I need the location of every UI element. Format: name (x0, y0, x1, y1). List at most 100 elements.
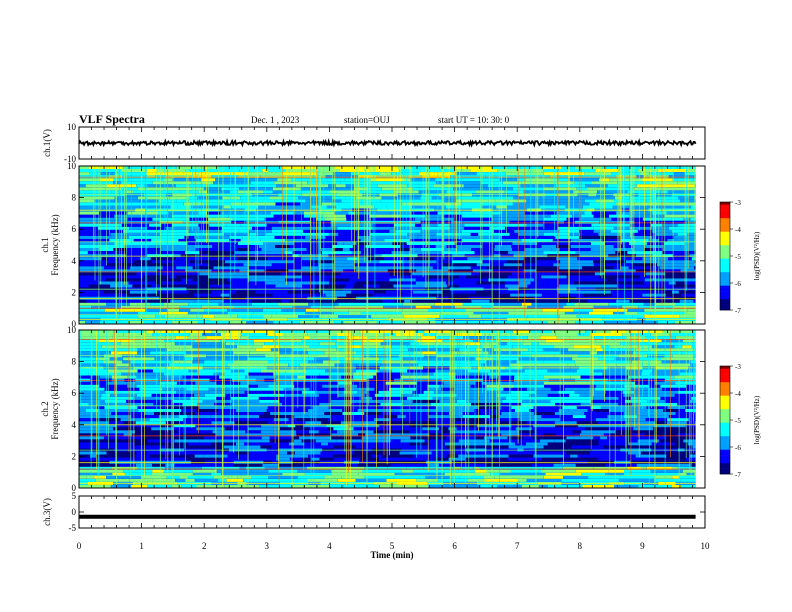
spectrogram-cell (305, 308, 319, 312)
colorbar-cell (720, 218, 730, 222)
spectrogram-cell (374, 418, 390, 422)
spectrogram-cell (195, 238, 230, 242)
spectrogram-cell (594, 272, 605, 276)
spectrogram-cell (613, 193, 632, 197)
spectrogram-cell (593, 305, 623, 309)
spectrogram-cell (176, 166, 191, 169)
spectrogram-cell (678, 290, 689, 294)
spectrogram-cell (640, 275, 655, 279)
spectrogram-cell (151, 472, 169, 476)
spectrogram-cell (643, 390, 679, 394)
spectrogram-cell (127, 375, 137, 379)
spectrogram-cell (642, 363, 667, 367)
spectrogram-cell (449, 469, 475, 473)
spectrogram-cell (684, 378, 693, 382)
spectrogram-cell (547, 254, 580, 258)
spectrogram-cell (120, 342, 152, 346)
spectrogram-cell (444, 263, 477, 267)
spectrogram-cell (677, 433, 688, 437)
spectrogram-cell (149, 242, 161, 245)
spectrogram-cell (211, 269, 240, 273)
spectrogram-cell (106, 475, 116, 479)
spectrogram-cell (182, 272, 200, 276)
spectrogram-cell (666, 421, 687, 425)
spectrogram-cell (391, 406, 422, 409)
spectrogram-cell (270, 412, 293, 415)
spectrogram-cell (136, 451, 169, 455)
spectrogram-cell (106, 302, 130, 306)
ch1-waveform-tick-label: 10 (67, 122, 77, 132)
spectrogram-cell (502, 181, 522, 185)
spectrogram-cell (513, 196, 536, 200)
spectrogram-cell (351, 333, 384, 336)
spectrogram-cell (659, 205, 692, 209)
spectrogram-cell (197, 369, 231, 373)
spectrogram-cell (584, 172, 612, 176)
spectrogram-cell (470, 169, 498, 172)
spectrogram-cell (212, 169, 240, 172)
spectrogram-cell (191, 205, 224, 209)
spectrogram-cell (211, 330, 227, 333)
spectrogram-cell (604, 272, 637, 276)
spectrogram-cell (235, 275, 268, 279)
spectrogram-cell (501, 293, 511, 297)
spectrogram-cell (257, 205, 276, 209)
spectrogram-cell (99, 321, 128, 324)
spectrogram-cell (79, 427, 114, 431)
spectrogram-cell (292, 412, 325, 415)
spectrogram-cell (313, 357, 331, 361)
spectrogram-cell (603, 284, 618, 288)
spectrogram-cell (617, 269, 636, 273)
spectrogram-cell (184, 354, 207, 358)
spectrogram-cell (555, 299, 581, 303)
spectrogram-cell (541, 245, 548, 248)
spectrogram-cell (249, 232, 256, 236)
spectrogram-cell (409, 311, 441, 315)
colorbar-cell (720, 452, 730, 456)
spectrogram-cell (268, 421, 275, 425)
spectrogram-cell (672, 475, 679, 479)
spectrogram-cell (620, 281, 638, 285)
spectrogram-cell (541, 275, 560, 279)
spectrogram-cell (545, 339, 563, 343)
spectrogram-cell (162, 387, 187, 391)
spectrogram-cell (507, 436, 523, 440)
spectrogram-cell (132, 433, 149, 437)
spectrogram-cell (351, 402, 381, 406)
spectrogram-cell (590, 242, 606, 245)
spectrogram-cell (137, 369, 153, 373)
spectrogram-cell (607, 184, 637, 188)
spectrogram-cell (636, 272, 646, 276)
spectrogram-cell (341, 375, 353, 379)
spectrogram-cell (161, 281, 191, 285)
spectrogram-cell (158, 415, 179, 419)
spectrogram-cell (203, 454, 228, 458)
spectrogram-cell (568, 409, 588, 412)
spectrogram-cell (327, 266, 344, 270)
spectrogram-cell (573, 308, 593, 312)
spectrogram-cell (433, 390, 463, 394)
spectrogram-cell (559, 351, 591, 355)
spectrogram-cell (165, 445, 197, 449)
spectrogram-cell (601, 238, 621, 242)
spectrogram-cell (79, 478, 96, 482)
spectrogram-cell (292, 251, 322, 255)
spectrogram-cell (652, 254, 673, 258)
spectrogram-cell (492, 214, 527, 218)
spectrogram-cell (269, 436, 292, 440)
colorbar-cell (720, 444, 730, 448)
spectrogram-cell (205, 172, 222, 176)
spectrogram-cell (560, 296, 575, 300)
spectrogram-2 (79, 330, 705, 488)
spectrogram-cell (208, 390, 245, 394)
spectrogram-cell (417, 360, 428, 364)
spectrogram-cell (430, 305, 437, 309)
spectrogram-cell (79, 369, 108, 373)
spectrogram-cell (480, 466, 509, 470)
spectrogram-cell (606, 421, 627, 425)
spectrogram-cell (485, 442, 516, 446)
spectrogram-cell (608, 254, 636, 258)
spectrogram-cell (250, 178, 278, 182)
spectrogram-cell (294, 415, 331, 419)
colorbar-cell (720, 390, 730, 394)
